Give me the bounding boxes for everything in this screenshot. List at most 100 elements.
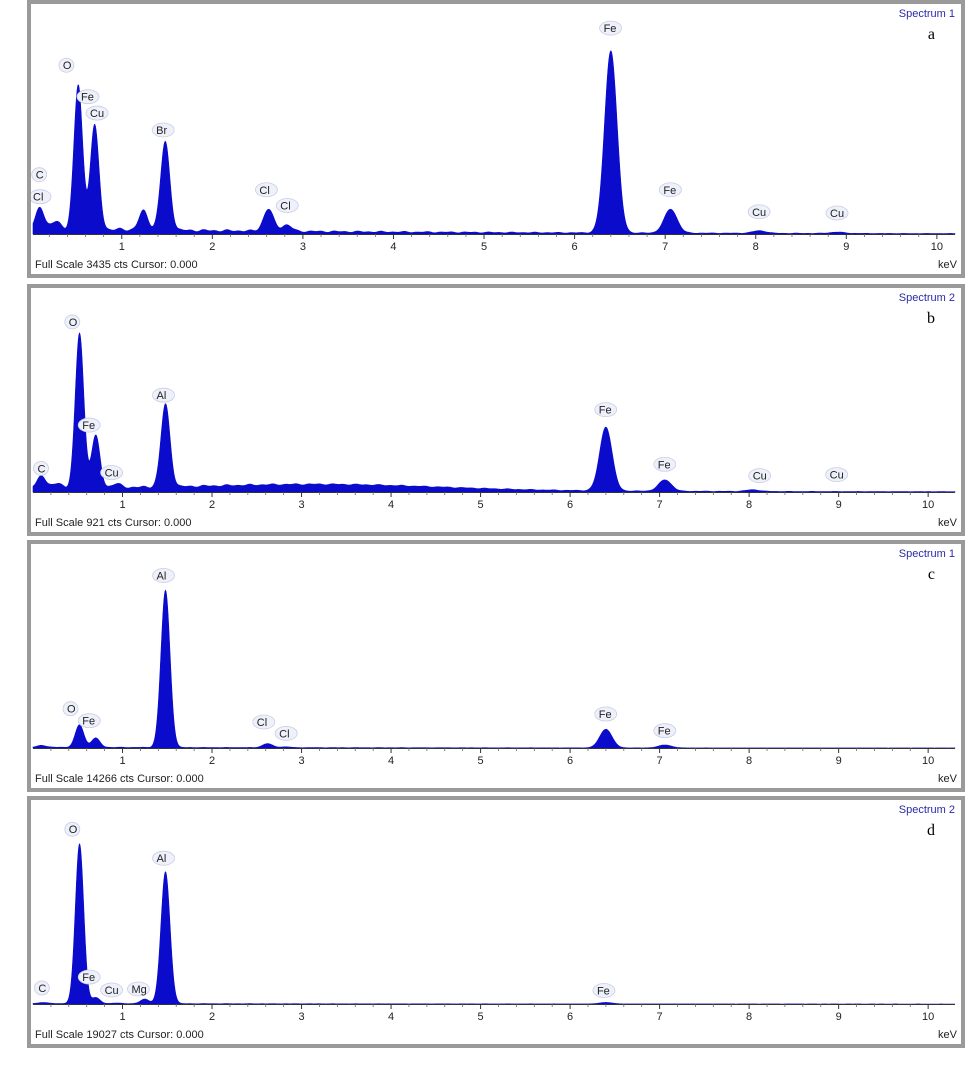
x-tick-label: 1 [119,499,125,511]
peak-label: Cu [747,204,771,220]
x-axis-unit: keV [938,1029,957,1041]
peak-label: Fe [653,456,677,472]
peak-label: Fe [653,723,677,739]
peak-label: Fe [77,713,101,729]
peak-label-text: O [63,60,72,72]
x-tick-label: 10 [931,241,943,253]
peak-label-text: Cu [105,985,119,997]
peak-label-text: C [36,170,44,182]
peak-label-badge [825,205,849,221]
peak-label-text: Al [157,853,167,865]
x-tick-label: 3 [298,755,304,767]
peak-label-text: Cu [90,108,104,120]
panel-letter: b [927,310,935,327]
peak-label-badge [76,89,100,105]
peak-label-badge [252,714,276,730]
peak-label: Cu [100,465,124,480]
peak-label: Fe [658,182,682,198]
peak-label-text: Cu [830,470,844,482]
peak-label: C [33,461,49,476]
peak-label-text: Fe [604,23,617,35]
x-tick-label: 3 [298,499,304,511]
x-tick-label: 3 [300,241,306,253]
peak-label-badge [748,468,772,484]
x-tick-label: 5 [478,755,484,767]
peak-label-badge [64,821,81,837]
peak-label-badge [653,723,677,739]
spectrum-title: Spectrum 2 [898,292,955,304]
peak-label: Cl [255,182,278,198]
peak-label: Cu [825,205,849,221]
peak-label-text: Cu [830,208,844,220]
x-tick-label: 5 [478,499,484,511]
peak-label-text: Br [156,125,167,137]
peak-label-badge [592,983,616,998]
peak-label-text: Cl [257,717,267,729]
peak-label: Fe [77,969,101,985]
spectrum-panel-b: 1 2 3 4 5 6 7 8 9 10 O Al Fe Cu C Fe Fe Cu Cu Spectrum 2 b… [27,284,965,536]
peak-label-badge [100,465,124,480]
full-scale-status: Full Scale 14266 cts Cursor: 0.000 [35,773,204,785]
peak-label-badge [747,204,771,220]
x-tick-label: 2 [209,1011,215,1023]
peak-label-text: Fe [82,420,95,432]
peak-label: O [62,701,79,717]
panel-letter: a [927,26,935,43]
peak-label: Cu [85,105,109,121]
peak-label: Al [152,387,175,403]
x-tick-label: 8 [746,499,752,511]
peak-label: Cl [31,189,52,205]
x-tick-label: 2 [209,755,215,767]
peak-label-text: Fe [658,726,671,738]
spectrum-panel-a: 1 2 3 4 5 6 7 8 9 10 O Fe Cu C Cl Br Cl Cl Fe Fe Cu Cu Spectr… [27,0,965,278]
peak-label-badge [62,701,79,717]
peak-label: Al [152,568,175,583]
spectrum-area [32,332,956,493]
peak-label-badge [151,122,175,138]
peak-label-badge [64,314,81,330]
peak-label-badge [33,980,50,996]
full-scale-status: Full Scale 3435 cts Cursor: 0.000 [35,259,198,271]
x-tick-label: 4 [388,499,394,511]
x-tick-label: 7 [662,241,668,253]
x-tick-label: 6 [567,499,573,511]
peak-label-text: Cl [280,200,290,212]
peak-label-text: Fe [663,185,676,197]
x-tick-label: 6 [567,755,573,767]
x-tick-label: 1 [119,755,125,767]
peak-label: Cl [275,198,299,213]
x-tick-label: 7 [657,1011,663,1023]
spectrum-plot-d: 1 2 3 4 5 6 7 8 9 10 O Al Fe Cu Mg C Fe [32,821,955,1023]
peak-label-badge [58,57,75,73]
peak-label-text: C [37,463,45,475]
peak-label-text: O [67,704,76,716]
x-tick-label: 3 [298,1011,304,1023]
spectrum-title: Spectrum 1 [898,548,955,560]
x-tick-label: 2 [209,499,215,511]
x-tick-label: 9 [836,755,842,767]
peak-label-text: Fe [81,92,94,104]
peak-label-badge [31,167,48,183]
panel-letter: d [927,822,935,839]
peak-label-badge [85,105,109,121]
peak-label-text: Fe [82,972,95,984]
peak-label-badge [77,969,101,985]
x-tick-label: 7 [657,499,663,511]
x-tick-label: 4 [390,241,396,253]
peak-label-text: Cl [33,192,43,204]
peak-label-badge [127,981,150,997]
x-tick-label: 10 [922,1011,934,1023]
x-tick-label: 4 [388,1011,394,1023]
peak-label-text: Fe [82,716,95,728]
peak-label-text: Cl [279,728,289,740]
peak-label-text: C [38,983,46,995]
peak-label-badge [594,706,618,722]
peak-label-text: Cu [105,468,119,480]
spectrum-panel-c: 1 2 3 4 5 6 7 8 9 10 Al O Fe Cl Cl Fe Fe Spectrum 1 c Fu… [27,540,965,792]
peak-label: O [64,821,81,837]
peak-label-badge [255,182,278,198]
peak-label-text: Cu [753,471,767,483]
peak-label: O [64,314,81,330]
x-tick-label: 8 [746,755,752,767]
x-tick-label: 5 [481,241,487,253]
